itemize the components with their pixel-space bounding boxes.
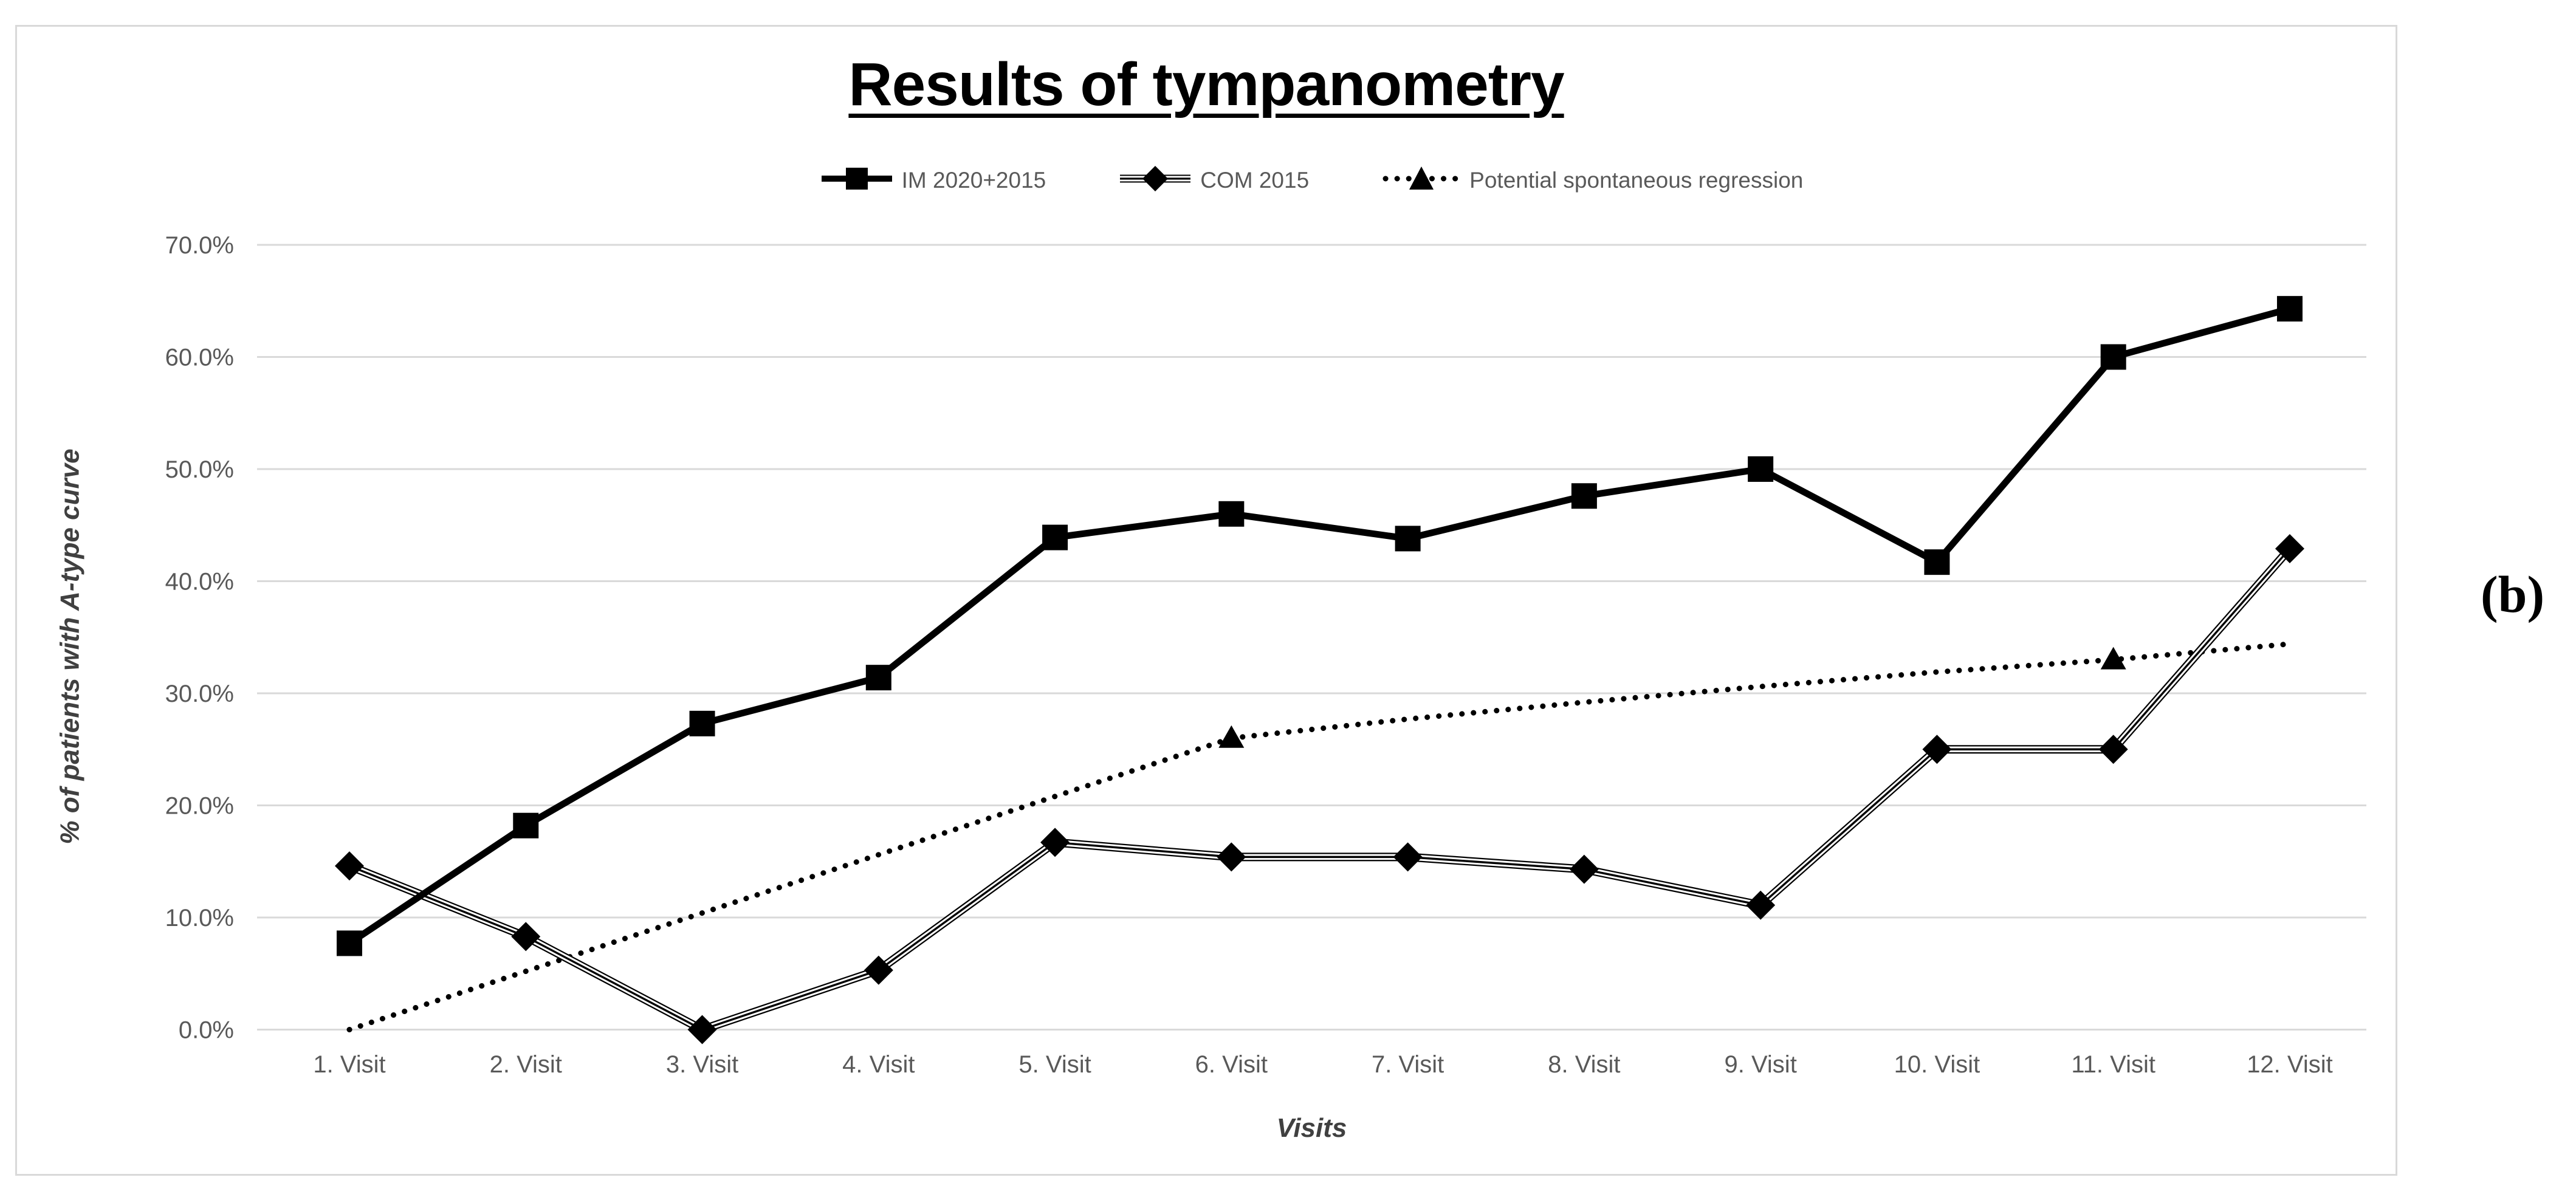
legend: IM 2020+2015 COM 2015: [257, 165, 2366, 195]
y-tick-label: 30.0%: [165, 681, 234, 707]
series-com-marker-diamond: [1040, 828, 1070, 857]
series-im-marker-square: [2100, 344, 2126, 370]
x-category-label: 5. Visit: [1018, 1051, 1091, 1078]
series-com-line-gap: [348, 546, 2292, 1033]
chart-title: Results of tympanometry: [848, 50, 1564, 118]
series-com-line-inner: [349, 547, 2291, 1031]
series-com-marker-diamond: [1217, 842, 1246, 872]
plot-area: 70.0% 60.0% 50.0% 40.0% 30.0% 20.0% 10.0% 0.0% 1…: [165, 232, 2366, 1078]
series-com-marker-diamond: [1393, 842, 1423, 872]
series-im-marker-square: [1571, 483, 1597, 509]
y-tick-label: 20.0%: [165, 793, 234, 820]
x-category-label: 3. Visit: [666, 1051, 738, 1078]
y-tick-label: 0.0%: [179, 1017, 234, 1044]
series-com-marker-diamond: [1922, 735, 1952, 764]
series-im-marker-square: [1748, 456, 1774, 482]
series-regression-marker-triangle: [2100, 647, 2126, 670]
series-com-marker-diamond: [511, 922, 541, 952]
series-im-marker-square: [865, 665, 891, 691]
legend-item-regression: Potential spontaneous regression: [1382, 165, 1803, 195]
series-regression-line: [346, 641, 2293, 1032]
x-category-label: 2. Visit: [490, 1051, 562, 1078]
series-im-marker-square: [2276, 296, 2303, 322]
y-axis-title: % of patients with A-type curve: [55, 448, 86, 845]
y-tick-label: 60.0%: [165, 345, 234, 371]
x-category-label: 7. Visit: [1372, 1051, 1444, 1078]
legend-label-im: IM 2020+2015: [901, 167, 1046, 193]
series-im-marker-square: [1218, 501, 1245, 527]
series-im-marker-square: [513, 812, 539, 839]
series-com-marker-diamond: [2275, 533, 2304, 563]
dotted-line-triangle-marker-icon: [1382, 165, 1461, 195]
y-tick-label: 10.0%: [165, 905, 234, 931]
series-im-marker-square: [337, 930, 362, 956]
x-category-label: 4. Visit: [842, 1051, 915, 1078]
series-com-marker-diamond: [335, 851, 364, 881]
series-im-marker-square: [689, 710, 715, 736]
thick-line-square-marker-icon: [820, 165, 893, 195]
legend-label-regression: Potential spontaneous regression: [1469, 167, 1804, 193]
series-regression-marker-triangle: [1218, 725, 1245, 748]
x-category-label: 9. Visit: [1724, 1051, 1796, 1078]
x-category-label: 10. Visit: [1894, 1051, 1980, 1078]
x-category-label: 6. Visit: [1195, 1051, 1268, 1078]
x-category-label: 1. Visit: [313, 1051, 385, 1078]
series-im-marker-square: [1042, 524, 1068, 550]
y-tick-label: 70.0%: [165, 232, 234, 259]
figure-label: (b): [2481, 565, 2545, 623]
legend-item-com: COM 2015: [1119, 165, 1309, 195]
legend-label-com: COM 2015: [1200, 167, 1310, 193]
series-com-marker-diamond: [864, 955, 893, 985]
series-im-marker-square: [1924, 549, 1950, 575]
x-category-label: 12. Visit: [2247, 1051, 2333, 1078]
x-category-label: 8. Visit: [1548, 1051, 1620, 1078]
x-axis-title: Visits: [1276, 1113, 1347, 1143]
series-im-line: [347, 305, 2291, 947]
y-tick-label: 50.0%: [165, 456, 234, 483]
x-category-label: 11. Visit: [2071, 1051, 2155, 1078]
series-com-marker-diamond: [2098, 735, 2128, 764]
series-im-marker-square: [1395, 526, 1421, 552]
series-com-marker-diamond: [1746, 890, 1776, 920]
y-tick-label: 40.0%: [165, 569, 234, 595]
legend-item-im: IM 2020+2015: [820, 165, 1046, 195]
series-com-marker-diamond: [687, 1015, 717, 1044]
series-com-marker-diamond: [1569, 854, 1599, 884]
chart-panel: Results of tympanometry IM 2020+2015: [15, 25, 2397, 1176]
series-com-line-outer: [348, 546, 2293, 1034]
double-line-diamond-marker-icon: [1119, 165, 1192, 195]
